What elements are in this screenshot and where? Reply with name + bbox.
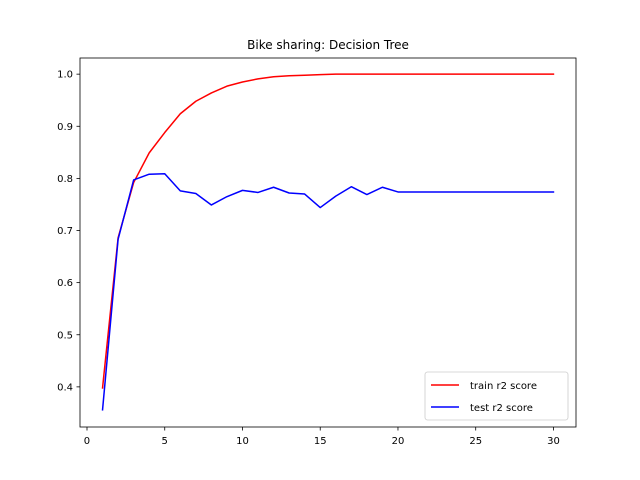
y-tick-label: 0.5	[57, 330, 73, 341]
legend-label-train: train r2 score	[470, 381, 537, 392]
axes: 0 5 10 15 20 25 30 0.4 0.5 0.6 0.7 0.8 0.9 1.0	[57, 57, 577, 447]
plot-area	[101, 73, 555, 411]
x-tick-label: 10	[236, 436, 249, 447]
y-tick-label: 0.7	[57, 226, 73, 237]
y-tick-label: 0.6	[57, 278, 73, 289]
x-tick-label: 0	[84, 436, 90, 447]
axes-frame	[79, 57, 577, 428]
legend-box	[424, 371, 569, 421]
x-tick-label: 25	[469, 436, 482, 447]
series-line-train	[101, 73, 555, 389]
x-tick-label: 20	[392, 436, 405, 447]
x-tick-label: 5	[162, 436, 168, 447]
y-tick-label: 0.9	[57, 122, 73, 133]
series-line-test	[101, 172, 555, 411]
x-tick-label: 30	[547, 436, 560, 447]
legend-label-test: test r2 score	[470, 403, 533, 414]
y-tick-label: 0.8	[57, 174, 73, 185]
x-tick-label: 15	[314, 436, 327, 447]
y-tick-label: 1.0	[57, 70, 73, 81]
legend: train r2 score test r2 score	[424, 371, 569, 421]
y-tick-label: 0.4	[57, 382, 73, 393]
chart-title: Bike sharing: Decision Tree	[247, 38, 409, 52]
